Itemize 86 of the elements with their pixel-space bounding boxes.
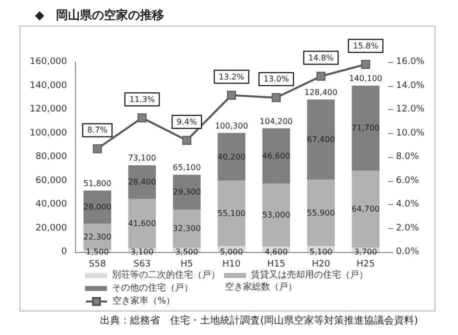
x-tick-label: H10 bbox=[222, 260, 241, 270]
y-tick-label: 100,000 bbox=[30, 128, 68, 138]
data-label: 40,200 bbox=[218, 152, 246, 162]
data-label: 3,500 bbox=[175, 248, 198, 256]
data-label: 46,600 bbox=[262, 151, 290, 160]
point bbox=[227, 90, 236, 100]
y-tick-label: 60,000 bbox=[36, 176, 68, 186]
point bbox=[182, 136, 192, 145]
data-label: 14.8% bbox=[308, 53, 334, 62]
y-tick-label: 0 bbox=[61, 247, 68, 257]
data-label: 3,100 bbox=[130, 248, 154, 256]
y2-tick-label: 16.0% bbox=[396, 57, 426, 67]
text: 空き家総数（戸） bbox=[225, 282, 297, 292]
point bbox=[272, 93, 281, 102]
legend-label: その他の住宅（戸） bbox=[112, 282, 193, 294]
y2-tick-label: 8.0% bbox=[396, 152, 420, 162]
total-label: 51,800 bbox=[83, 178, 112, 188]
bar bbox=[128, 198, 156, 248]
y-tick-label: 140,000 bbox=[30, 80, 68, 91]
x-tick-label: H25 bbox=[356, 260, 375, 270]
bar bbox=[307, 100, 335, 180]
bar bbox=[352, 170, 380, 248]
x-tick-label: S63 bbox=[133, 260, 151, 270]
x-tick-label: H15 bbox=[267, 260, 286, 270]
y-tick-label: 20,000 bbox=[36, 223, 68, 234]
y2-tick-label: 2.0% bbox=[396, 223, 420, 234]
legend-label: 空き家率（%） bbox=[112, 296, 176, 306]
total-label: 65,100 bbox=[172, 163, 201, 172]
data-label: 71,700 bbox=[352, 124, 380, 133]
bar bbox=[262, 128, 290, 184]
bar bbox=[307, 180, 335, 246]
bar bbox=[128, 165, 156, 199]
data-label: 28,000 bbox=[83, 202, 112, 212]
data-label: 9.4% bbox=[176, 117, 198, 126]
chart-title: ◆ 岡山県の空家の推移 bbox=[35, 8, 164, 22]
data-label: 8.7% bbox=[87, 126, 108, 135]
x-tick-label: H5 bbox=[180, 260, 194, 270]
data-label: 4,600 bbox=[264, 248, 288, 256]
y2-tick-label: 14.0% bbox=[396, 80, 426, 91]
y2-tick-label: 6.0% bbox=[396, 176, 420, 186]
bar bbox=[172, 209, 201, 248]
data-label: 5,100 bbox=[309, 248, 332, 256]
data-label: 15.8% bbox=[352, 41, 379, 50]
y2-tick-label: 12.0% bbox=[396, 104, 426, 114]
y-tick-label: 80,000 bbox=[36, 152, 68, 162]
total-label: 100,300 bbox=[214, 121, 248, 130]
data-label: 13.0% bbox=[264, 74, 290, 84]
data-label: 28,400 bbox=[128, 178, 156, 187]
data-label: 1,500 bbox=[86, 248, 109, 256]
total-label: 73,100 bbox=[128, 154, 156, 163]
y2-tick-label: 4.0% bbox=[396, 200, 420, 210]
data-label: 64,700 bbox=[352, 204, 380, 214]
total-label: 140,100 bbox=[349, 74, 382, 84]
data-label: 32,300 bbox=[172, 224, 201, 234]
data-label: 11.3% bbox=[129, 94, 156, 104]
point bbox=[138, 113, 147, 122]
y2-tick-label: 10.0% bbox=[396, 128, 426, 138]
point bbox=[92, 144, 102, 154]
point bbox=[361, 60, 370, 69]
data-label: 29,300 bbox=[172, 188, 201, 197]
y-tick-label: 120,000 bbox=[30, 104, 68, 114]
total-label: 104,200 bbox=[260, 116, 293, 126]
data-label: 53,000 bbox=[262, 210, 290, 220]
bar bbox=[218, 132, 246, 181]
x-tick-label: H20 bbox=[312, 260, 330, 270]
y-tick-label: 160,000 bbox=[30, 57, 68, 67]
data-label: 41,600 bbox=[128, 219, 156, 228]
source-note: 出典：総務省 住宅・土地統計調査(岡山県空家等対策推進協議会資料) bbox=[100, 314, 418, 326]
total-label: 128,400 bbox=[304, 88, 338, 98]
data-label: 22,300 bbox=[83, 232, 112, 242]
data-label: 55,100 bbox=[218, 208, 246, 218]
data-label: 3,700 bbox=[354, 248, 378, 256]
bar bbox=[262, 184, 290, 247]
legend-label: 別荘等の二次的住宅（戸） bbox=[112, 270, 220, 280]
data-label: 5,000 bbox=[220, 248, 243, 256]
x-tick-label: S58 bbox=[88, 260, 106, 270]
data-label: 13.2% bbox=[218, 72, 245, 82]
legend-label: 賃貸又は売却用の住宅（戸） bbox=[251, 270, 368, 280]
bar bbox=[352, 86, 380, 171]
y2-tick-label: 0.0% bbox=[396, 247, 420, 257]
y-tick-label: 40,000 bbox=[36, 200, 68, 210]
bar bbox=[172, 174, 201, 210]
data-label: 55,900 bbox=[306, 208, 335, 218]
bar bbox=[218, 180, 246, 246]
data-label: 67,400 bbox=[306, 135, 335, 144]
point bbox=[316, 72, 326, 81]
